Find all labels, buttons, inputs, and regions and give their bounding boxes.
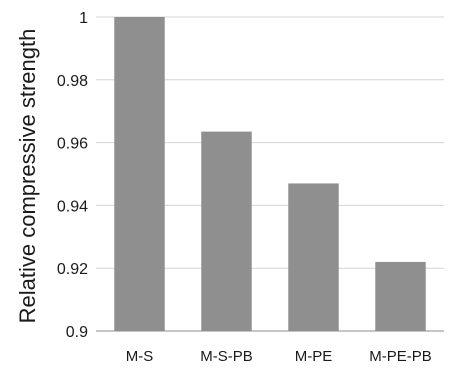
y-tick-label: 0.98 xyxy=(57,73,88,90)
x-category-label: M-S xyxy=(126,348,154,365)
x-category-label: M-PE xyxy=(295,348,333,365)
y-tick-label: 0.92 xyxy=(57,261,88,278)
bar-m-pe xyxy=(288,183,339,331)
bars xyxy=(114,17,426,331)
y-tick-label: 0.94 xyxy=(57,198,88,215)
x-category-labels: M-S M-S-PB M-PE M-PE-PB xyxy=(126,348,432,365)
y-tick-label: 1 xyxy=(79,10,88,27)
y-axis-label: Relative compressive strength xyxy=(15,29,40,324)
y-tick-labels: 0.9 0.92 0.94 0.96 0.98 1 xyxy=(57,10,88,341)
x-category-label: M-S-PB xyxy=(200,348,253,365)
bar-m-pe-pb xyxy=(375,261,426,331)
x-category-label: M-PE-PB xyxy=(369,348,432,365)
bar-m-s xyxy=(114,17,165,331)
bar-m-s-pb xyxy=(201,131,252,331)
y-tick-label: 0.9 xyxy=(66,324,88,341)
y-tick-label: 0.96 xyxy=(57,136,88,153)
